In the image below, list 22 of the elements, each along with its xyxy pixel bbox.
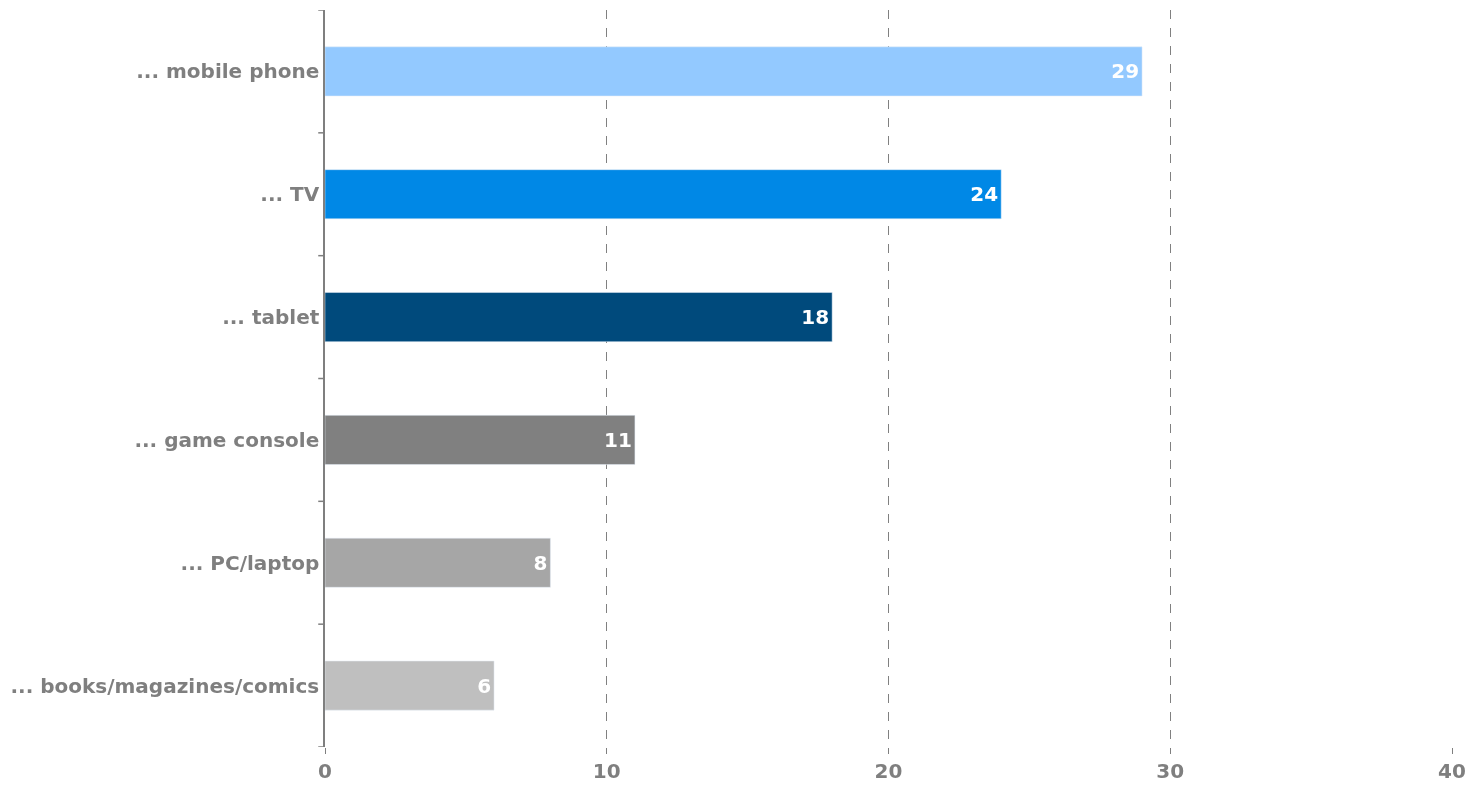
y-tick-label: ... mobile phone: [136, 59, 320, 84]
data-label: 11: [604, 427, 632, 452]
y-tick-label: ... PC/laptop: [180, 550, 320, 575]
data-label: 18: [801, 305, 830, 330]
x-tick-label: 0: [318, 759, 332, 783]
bar: [325, 292, 833, 342]
x-tick-label: 10: [592, 759, 621, 783]
y-tick-label: ... books/magazines/comics: [10, 673, 320, 698]
x-tick-label: 40: [1438, 759, 1466, 783]
x-tick-label: 20: [874, 759, 903, 783]
y-tick-label: ... TV: [260, 182, 320, 207]
bar: [325, 46, 1143, 97]
data-label: 29: [1111, 59, 1140, 84]
bar: [325, 660, 495, 711]
y-tick-label: ... game console: [134, 427, 320, 452]
y-tick-label: ... tablet: [222, 305, 320, 330]
data-label: 6: [477, 673, 492, 698]
data-label: 8: [533, 550, 548, 575]
data-label: 24: [970, 182, 999, 207]
bar: [325, 537, 551, 588]
x-tick-label: 30: [1156, 759, 1185, 783]
bar: [325, 169, 1002, 220]
